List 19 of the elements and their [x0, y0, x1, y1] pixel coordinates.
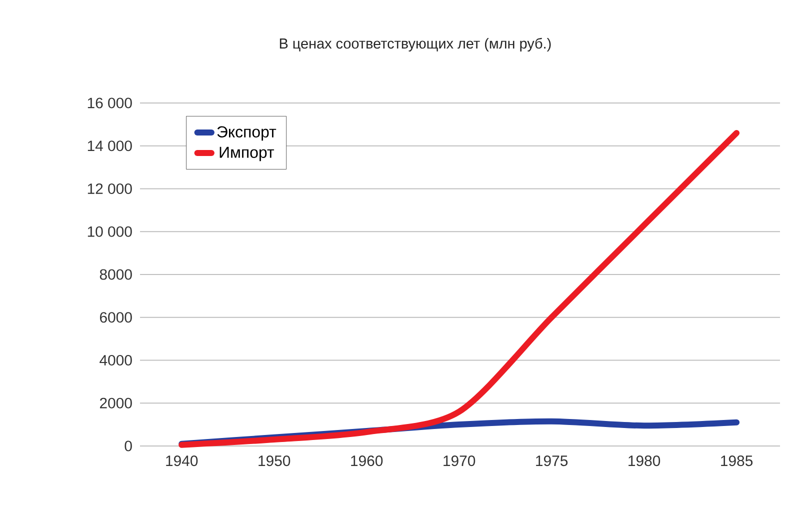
y-tick-label: 2000: [100, 398, 132, 408]
legend-label: Импорт: [220, 146, 274, 162]
y-tick-label: 16 000: [88, 98, 132, 108]
y-tick-label: 12 000: [88, 183, 132, 194]
y-tick-label: 6000: [100, 312, 132, 323]
y-tick-label: 4000: [100, 354, 132, 366]
y-tick-label: 14 000: [88, 140, 132, 152]
x-tick-label: 1940: [166, 456, 198, 466]
x-tick-label: 1975: [536, 456, 568, 466]
x-tick-label: 1980: [628, 456, 660, 466]
legend-label: Экспорт: [217, 126, 276, 141]
x-tick-label: 1985: [721, 456, 753, 466]
chart-title: В ценах соответствующих лет (млн руб.): [280, 38, 551, 52]
y-tick-label: 8000: [100, 269, 132, 280]
y-tick-label: 0: [124, 440, 132, 452]
y-tick-label: 10 000: [88, 226, 132, 237]
x-tick-label: 1970: [444, 456, 476, 466]
x-tick-label: 1960: [351, 456, 383, 466]
x-tick-label: 1950: [258, 456, 290, 466]
